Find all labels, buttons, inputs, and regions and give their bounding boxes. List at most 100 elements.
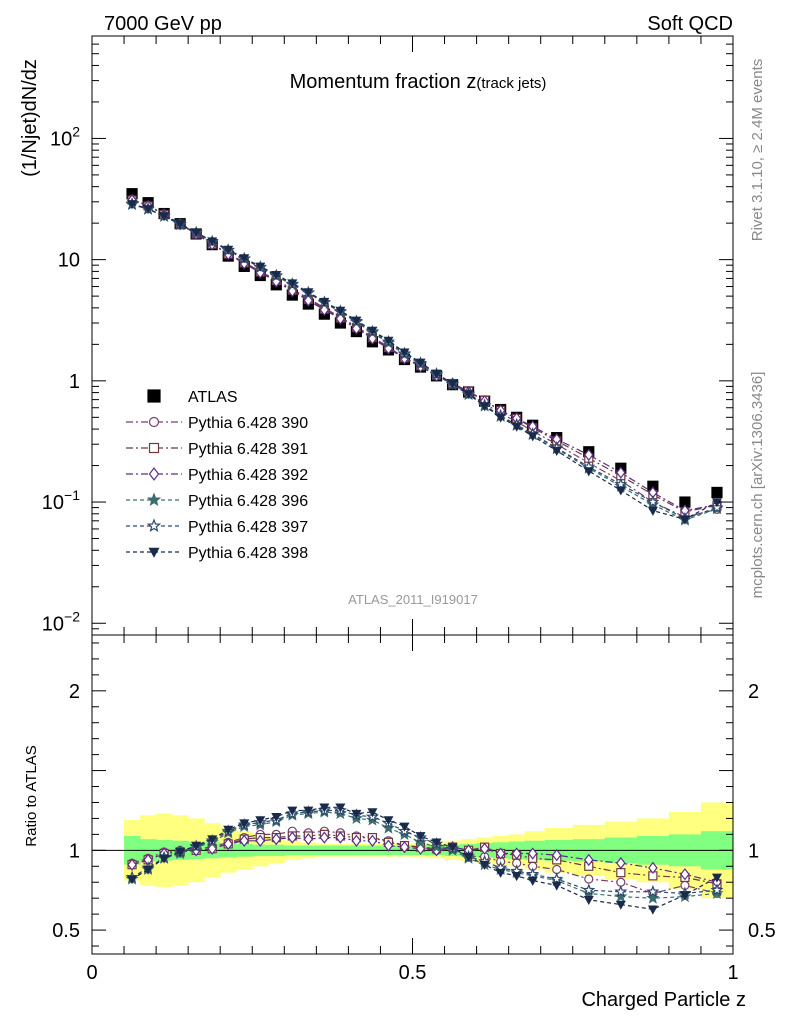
main-point-6-2: [159, 212, 170, 222]
ratio-point-3-26: [551, 848, 562, 862]
legend: ATLAS Pythia 6.428 390 Pythia 6.428 391 Pyt…: [126, 389, 308, 562]
ratio-point-6-15: [367, 808, 378, 818]
ratio-point-4-16: [381, 821, 395, 834]
main-y-tick-exp-0: −2: [64, 608, 80, 624]
legend-entry-6: Pythia 6.428 398: [126, 545, 308, 562]
ratio-point-6-31: [711, 873, 722, 883]
legend-label-4: Pythia 6.428 396: [188, 493, 308, 510]
main-y-tick-label-2: 1: [69, 371, 80, 393]
ratio-point-3-7: [239, 834, 249, 847]
ratio-point-6-13: [335, 803, 346, 813]
main-point-6-23: [495, 413, 506, 423]
ratio-y-tick-label-right-1: 1: [748, 840, 759, 862]
ratio-point-6-8: [255, 816, 266, 826]
legend-entry-5: Pythia 6.428 397: [126, 518, 308, 536]
main-point-6-17: [399, 348, 410, 358]
main-point-3-27: [584, 448, 594, 462]
ratio-point-6-18: [415, 832, 426, 842]
ratio-point-6-5: [207, 835, 218, 845]
ratio-point-6-4: [191, 841, 202, 851]
ratio-point-6-0: [127, 875, 138, 885]
ratio-point-3-22: [479, 842, 490, 855]
ratio-point-3-0: [127, 858, 137, 871]
ratio-point-3-9: [271, 832, 282, 846]
main-y-tick-label-0: 10−2: [42, 608, 80, 635]
ratio-point-6-27: [583, 895, 594, 906]
main-series-0: [126, 188, 723, 508]
ratio-series-6: [127, 803, 722, 915]
legend-label-0: ATLAS: [188, 389, 238, 406]
main-point-6-3: [175, 220, 186, 230]
ratio-point-3-30: [680, 868, 690, 881]
plot-title-text: Momentum fraction: [290, 71, 467, 93]
main-y-tick-base-4: 10: [50, 128, 72, 150]
ratio-point-6-10: [287, 806, 298, 816]
category-label: Soft QCD: [647, 13, 733, 35]
ratio-y-axis-label: Ratio to ATLAS: [23, 745, 40, 846]
ratio-point-3-8: [255, 834, 266, 847]
main-y-tick-exp-1: −1: [64, 487, 80, 503]
main-point-6-0: [127, 200, 138, 210]
main-y-tick-exp-4: 2: [72, 123, 80, 139]
legend-marker-0: [147, 389, 161, 403]
legend-label-2: Pythia 6.428 391: [188, 441, 308, 458]
main-point-6-1: [143, 205, 154, 215]
main-y-tick-base-3: 10: [58, 250, 80, 272]
main-y-tick-base-2: 1: [69, 371, 80, 393]
ratio-y-tick-label-left-1: 1: [69, 840, 80, 862]
legend-marker-1: [148, 416, 160, 428]
main-point-6-22: [479, 402, 490, 412]
ratio-point-6-14: [351, 809, 362, 819]
main-y-tick-label-3: 10: [58, 250, 80, 272]
ratio-point-6-28: [615, 900, 626, 910]
ratio-plot-frame: [91, 634, 734, 955]
ratio-point-3-25: [527, 847, 538, 860]
ratio-point-6-26: [551, 881, 562, 891]
main-point-6-27: [583, 467, 594, 477]
ratio-panel: 0.5 0.5 1 1 2 2 0 0.5 1: [52, 634, 776, 984]
ratio-point-5-26: [550, 872, 564, 885]
ratio-point-5-28: [614, 884, 628, 898]
legend-label-3: Pythia 6.428 392: [188, 467, 308, 484]
ratio-point-4-28: [614, 889, 628, 903]
ratio-point-6-2: [159, 854, 170, 864]
legend-label-5: Pythia 6.428 397: [188, 519, 308, 536]
ratio-point-3-28: [616, 856, 626, 870]
main-point-3-12: [319, 303, 330, 317]
ratio-point-6-30: [679, 891, 690, 901]
ratio-point-6-16: [383, 816, 394, 826]
main-point-6-4: [191, 228, 202, 238]
ratio-point-6-6: [223, 825, 234, 835]
analysis-id: ATLAS_2011_I919017: [348, 592, 478, 607]
plot-title-var: z: [466, 71, 476, 93]
ratio-point-6-24: [511, 872, 522, 882]
collision-label: 7000 GeV pp: [104, 13, 222, 35]
main-y-tick-base-0: 10: [42, 613, 64, 635]
main-series-line-6: [131, 203, 718, 520]
ratio-point-3-14: [351, 834, 362, 847]
legend-label-6: Pythia 6.428 398: [188, 545, 308, 562]
main-y-tick-label-1: 10−1: [42, 487, 80, 514]
main-series-6: [127, 200, 722, 525]
x-tick-label-1: 0.5: [399, 962, 427, 984]
legend-entry-2: Pythia 6.428 391: [126, 441, 308, 458]
main-point-6-16: [383, 336, 394, 346]
main-point-6-11: [303, 288, 314, 298]
main-point-6-21: [463, 390, 474, 400]
main-point-6-6: [223, 245, 234, 255]
ratio-point-2-28: [616, 868, 626, 878]
main-point-6-9: [271, 270, 282, 281]
main-point-6-19: [431, 369, 442, 379]
main-series-line-2: [131, 199, 718, 513]
main-point-6-14: [351, 316, 362, 326]
ratio-point-3-13: [335, 831, 346, 844]
main-point-6-25: [527, 432, 538, 442]
main-point-6-15: [367, 326, 378, 336]
ratio-point-3-27: [584, 853, 594, 867]
plot-title: Momentum fraction z(track jets): [290, 71, 547, 93]
ratio-point-3-24: [511, 847, 522, 860]
main-point-6-12: [319, 297, 330, 307]
